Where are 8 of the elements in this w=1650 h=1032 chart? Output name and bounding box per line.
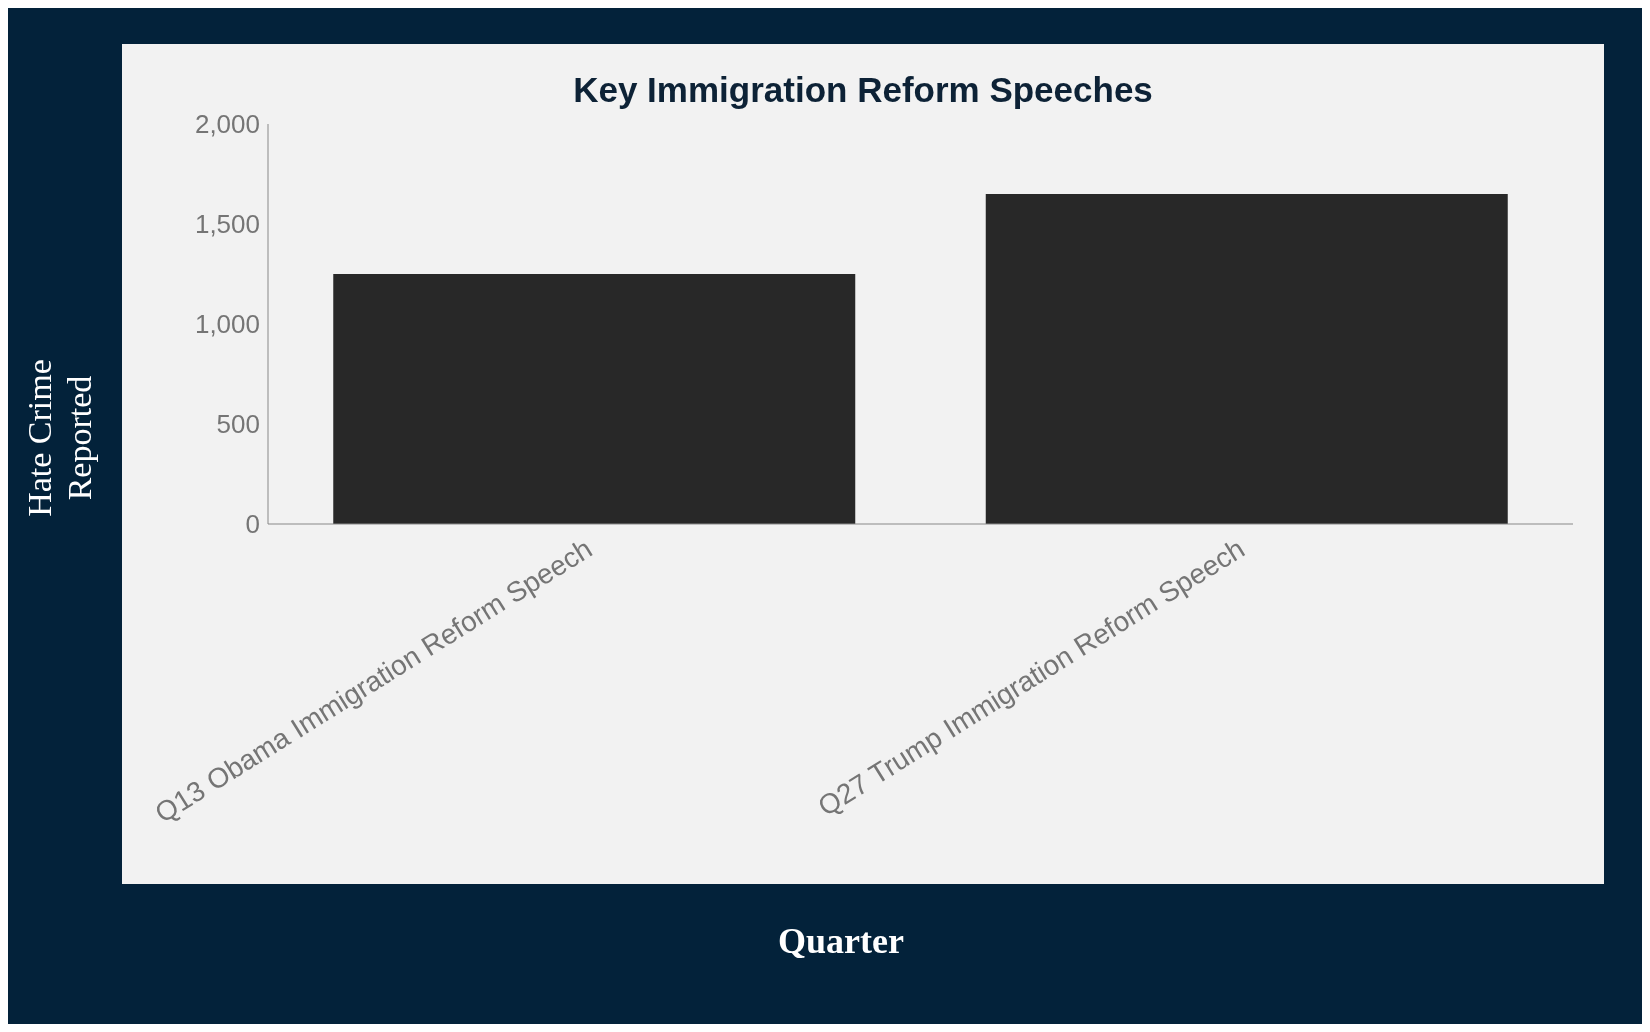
y-tick-label: 1,500 bbox=[194, 209, 260, 240]
chart-title: Key Immigration Reform Speeches bbox=[572, 70, 1154, 110]
y-tick-label: 2,000 bbox=[194, 109, 260, 140]
x-axis-title: Quarter bbox=[777, 920, 905, 962]
y-tick-label: 1,000 bbox=[194, 309, 260, 340]
y-axis-title: Hate Crime Reported bbox=[20, 358, 99, 519]
y-tick-label: 500 bbox=[216, 409, 260, 440]
y-tick-label: 0 bbox=[245, 509, 260, 540]
